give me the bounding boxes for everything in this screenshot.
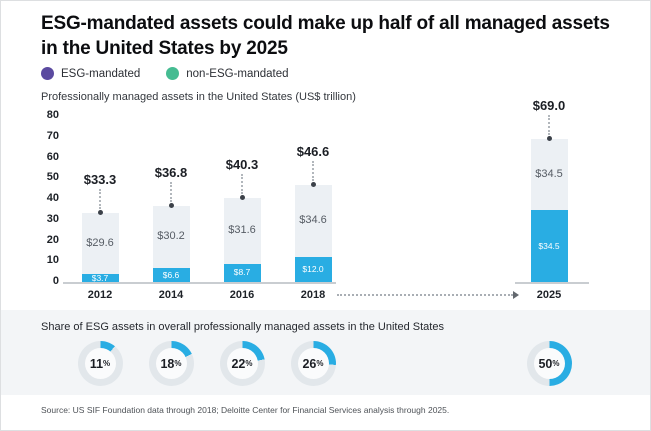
x-axis-year-label: 2018 (300, 289, 326, 301)
donut-share-2012: 11% (77, 341, 123, 386)
y-axis-tick-label: 50 (46, 171, 59, 184)
x-axis-line-right (515, 282, 589, 284)
total-value-label: $46.6 (296, 144, 330, 160)
timeline-dotted-arrow (337, 294, 513, 296)
total-value-label: $33.3 (83, 171, 117, 187)
bar-top-marker-dot (97, 209, 103, 215)
donut-hole: 11% (84, 348, 116, 379)
donut-percent-value: 18 (160, 356, 175, 371)
total-leader-line (99, 188, 101, 209)
non-esg-value-label: $30.2 (157, 229, 185, 242)
bar-segment-esg (530, 210, 568, 282)
source-note: Source: US SIF Foundation data through 2… (41, 405, 450, 415)
bar-segment-esg (152, 268, 190, 282)
x-axis-line-left (63, 282, 336, 284)
percent-sign: % (174, 359, 182, 368)
bar-segment-non-esg (152, 205, 190, 269)
total-leader-line (312, 161, 314, 182)
purple-dot-icon (41, 67, 54, 80)
legend-label-esg: ESG-mandated (61, 67, 141, 80)
percent-sign: % (552, 359, 560, 368)
esg-value-label: $34.5 (538, 240, 560, 251)
legend-item-non-esg: non-ESG-mandated (166, 67, 289, 80)
x-axis-year-label: 2014 (158, 289, 184, 301)
donut-hole: 22% (226, 348, 258, 379)
y-axis-tick-label: 70 (46, 129, 59, 142)
arrow-head-icon (513, 291, 519, 299)
donut-share-2018: 26% (290, 341, 336, 386)
x-axis-year-label: 2016 (229, 289, 255, 301)
bar-top-marker-dot (168, 202, 174, 208)
percent-sign: % (103, 359, 111, 368)
x-axis-year-label: 2012 (87, 289, 113, 301)
esg-value-label: $6.6 (162, 269, 180, 280)
bar-segment-esg (81, 274, 119, 282)
percent-sign: % (245, 359, 253, 368)
bar-top-marker-dot (546, 135, 552, 141)
non-esg-value-label: $29.6 (86, 236, 114, 249)
y-axis-tick-label: 20 (46, 233, 59, 246)
legend-item-esg: ESG-mandated (41, 67, 140, 80)
donut-share-2014: 18% (148, 341, 194, 386)
total-value-label: $69.0 (532, 97, 566, 113)
y-axis-tick-label: 40 (46, 192, 59, 204)
esg-value-label: $3.7 (91, 272, 109, 283)
non-esg-value-label: $31.6 (228, 224, 256, 237)
donut-hole: 50% (533, 348, 565, 379)
percent-sign: % (316, 359, 324, 368)
bar-segment-esg (223, 263, 261, 282)
bar-segment-non-esg (81, 212, 119, 275)
total-leader-line (170, 181, 172, 202)
total-value-label: $36.8 (154, 164, 188, 180)
donut-hole: 18% (155, 348, 187, 379)
non-esg-value-label: $34.6 (299, 214, 327, 227)
bar-top-marker-dot (310, 182, 316, 188)
x-axis-year-label: 2025 (536, 289, 562, 301)
donut-percent-value: 22 (231, 356, 246, 371)
total-leader-line (548, 114, 550, 135)
legend: ESG-mandated non-ESG-mandated (41, 67, 289, 80)
bar-segment-non-esg (223, 198, 261, 264)
green-dot-icon (166, 67, 180, 80)
donut-percent-value: 50 (538, 356, 553, 371)
bar-segment-non-esg (530, 138, 568, 211)
esg-value-label: $8.7 (233, 267, 251, 278)
total-value-label: $40.3 (225, 157, 259, 173)
bar-segment-esg (294, 257, 332, 282)
y-axis-tick-label: 80 (46, 109, 59, 121)
total-leader-line (241, 174, 243, 195)
share-panel-title: Share of ESG assets in overall professio… (41, 321, 444, 333)
donut-hole: 26% (297, 348, 329, 379)
y-axis-tick-label: 0 (52, 275, 59, 287)
bar-top-marker-dot (239, 195, 245, 201)
non-esg-value-label: $34.5 (535, 167, 563, 180)
esg-value-label: $12.0 (302, 264, 324, 275)
y-axis-tick-label: 30 (46, 212, 59, 225)
chart-subtitle: Professionally managed assets in the Uni… (41, 91, 356, 103)
legend-label-non-esg: non-ESG-mandated (186, 67, 289, 80)
y-axis-tick-label: 60 (46, 150, 59, 163)
donut-share-2016: 22% (219, 341, 265, 386)
y-axis-tick-label: 10 (46, 254, 59, 267)
donut-percent-value: 11 (89, 356, 104, 371)
bar-segment-non-esg (294, 185, 332, 258)
donut-percent-value: 26 (302, 356, 317, 371)
donut-share-2025: 50% (526, 341, 572, 386)
page-title: ESG-mandated assets could make up half o… (41, 13, 610, 60)
